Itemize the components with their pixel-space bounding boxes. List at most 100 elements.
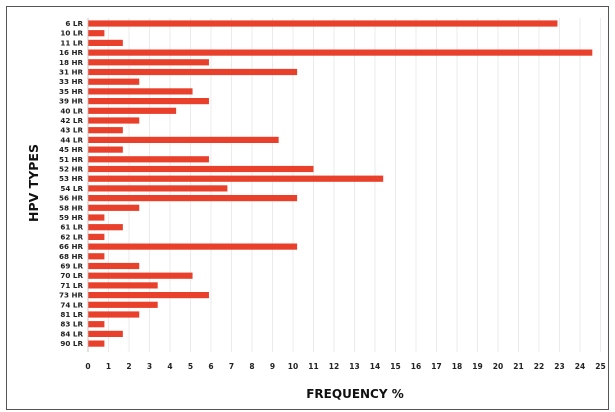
x-tick-labels: 0 1 2 3 4 5 6 7 8 9 10 11 12 13 14 15 16 17 18 19 20 21 22 23 24… [85,362,605,371]
bar [88,68,298,76]
bar [88,311,140,318]
x-tick-label: 25 [595,362,605,371]
category-label: 73 HR [59,291,84,300]
bar [88,330,123,337]
category-label: 83 LR [60,320,83,329]
x-tick-label: 2 [126,362,131,371]
bar [88,340,105,347]
category-label: 18 HR [59,58,84,67]
bar [88,292,209,299]
x-tick-label: 10 [288,362,298,371]
bar [88,185,228,192]
bar [88,117,140,124]
category-label: 59 HR [59,213,84,222]
x-tick-label: 15 [390,362,400,371]
bar [88,146,123,153]
bar [88,272,193,279]
category-label: 33 HR [59,77,84,86]
x-tick-label: 7 [229,362,234,371]
x-tick-label: 3 [147,362,152,371]
category-label: 71 LR [60,281,83,290]
bar [88,224,123,231]
bar [88,214,105,221]
x-tick-label: 11 [308,362,318,371]
bar [88,195,298,202]
x-tick-label: 22 [534,362,544,371]
category-label: 40 LR [60,106,83,115]
gridlines [87,18,601,352]
x-tick-label: 16 [411,362,421,371]
bar [88,233,105,240]
bar [88,204,140,211]
category-label: 42 LR [60,116,83,125]
x-tick-label: 8 [249,362,254,371]
x-tick-label: 14 [370,362,380,371]
x-tick-label: 18 [452,362,462,371]
category-label: 6 LR [65,19,83,28]
category-label: 54 LR [60,184,83,193]
bar [88,49,593,56]
x-tick-label: 4 [167,362,172,371]
bar [88,136,279,143]
x-tick-label: 6 [208,362,213,371]
bar [88,39,123,46]
bar [88,88,193,95]
category-label: 44 LR [60,135,83,144]
category-label: 90 LR [60,339,83,348]
category-label: 66 HR [59,242,84,251]
bar [88,165,314,173]
bar [88,321,105,328]
category-label: 43 LR [60,126,83,135]
bar [88,282,158,289]
bar [88,301,158,308]
bar [88,20,558,27]
x-tick-label: 20 [493,362,503,371]
bar [88,175,384,182]
x-tick-label: 12 [329,362,339,371]
bar [88,253,105,260]
category-label: 84 LR [60,329,83,338]
category-label: 70 LR [60,271,83,280]
x-tick-label: 21 [513,362,523,371]
x-tick-label: 17 [431,362,441,371]
bar [88,262,140,270]
category-label: 52 HR [59,165,84,174]
bar [88,30,105,37]
bar [88,156,209,163]
category-label: 56 HR [59,194,84,203]
bar [88,243,298,250]
category-label: 74 LR [60,300,83,309]
y-axis-title: HPV TYPES [26,144,41,222]
category-label: 69 LR [60,262,83,271]
category-label: 62 LR [60,232,83,241]
bar [88,59,209,66]
category-label: 58 HR [59,203,84,212]
bar [88,78,140,85]
bar [88,107,177,114]
category-label: 31 HR [59,68,84,77]
x-tick-label: 23 [554,362,564,371]
x-tick-label: 13 [349,362,359,371]
x-tick-label: 1 [106,362,111,371]
category-label: 10 LR [60,29,83,38]
category-label: 35 HR [59,87,84,96]
x-axis-title: FREQUENCY % [306,387,404,401]
category-label: 81 LR [60,310,83,319]
category-label: 39 HR [59,97,84,106]
category-label: 53 HR [59,174,84,183]
x-tick-label: 24 [575,362,585,371]
x-tick-label: 19 [472,362,482,371]
category-label: 45 HR [59,145,84,154]
category-label: 16 HR [59,48,84,57]
bar [88,98,209,105]
x-tick-label: 9 [270,362,275,371]
category-label: 11 LR [60,38,83,47]
category-label: 61 LR [60,223,83,232]
x-tick-label: 5 [188,362,193,371]
category-label: 51 HR [59,155,84,164]
bar [88,127,123,134]
bar-series [88,20,593,347]
x-tick-label: 0 [85,362,90,371]
